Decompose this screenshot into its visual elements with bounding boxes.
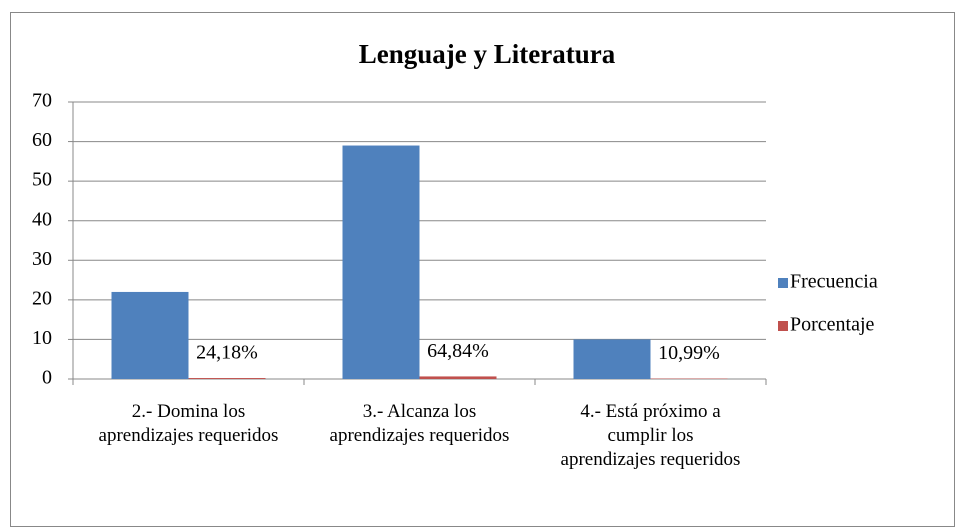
y-tick-label: 20 xyxy=(32,287,52,309)
legend-swatch xyxy=(778,278,788,288)
y-tick-label: 70 xyxy=(32,90,52,112)
bar xyxy=(111,291,189,379)
chart-title: Lenguaje y Literatura xyxy=(359,39,616,69)
bar xyxy=(573,339,651,379)
data-label: 64,84% xyxy=(427,340,489,362)
y-tick-label: 40 xyxy=(32,208,52,230)
y-tick-label: 0 xyxy=(42,367,52,389)
chart-border xyxy=(10,12,955,527)
legend-swatch xyxy=(778,321,788,331)
y-tick-label: 50 xyxy=(32,169,52,191)
y-tick-label: 30 xyxy=(32,248,52,270)
legend-label: Porcentaje xyxy=(790,314,875,336)
bar xyxy=(342,145,420,379)
bar xyxy=(419,376,497,379)
x-tick-label: 3.- Alcanza los aprendizajes requeridos xyxy=(329,401,510,446)
y-tick-label: 10 xyxy=(32,327,52,349)
x-tick-label: 4.- Está próximo a cumplir los aprendiza… xyxy=(560,401,741,470)
x-tick-label: 2.- Domina los aprendizajes requeridos xyxy=(98,401,279,446)
data-label: 10,99% xyxy=(658,342,720,364)
legend-label: Frecuencia xyxy=(790,271,878,293)
bar xyxy=(188,378,266,379)
y-tick-label: 60 xyxy=(32,129,52,151)
data-label: 24,18% xyxy=(196,342,258,364)
